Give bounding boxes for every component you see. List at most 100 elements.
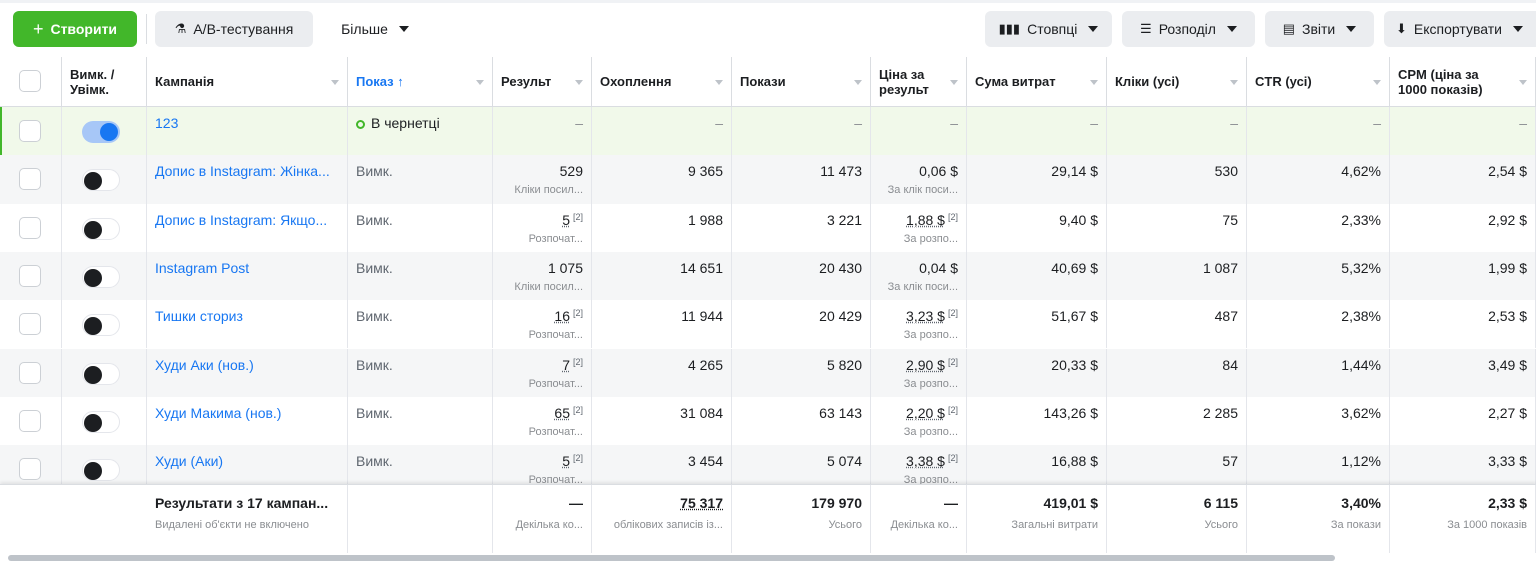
table-row: Допис в Instagram: Жінка... Вимк. 529 Кліки…	[0, 155, 1536, 204]
toggle-switch[interactable]	[82, 459, 120, 482]
table-cell: 11 473	[732, 155, 871, 204]
create-button[interactable]: + Створити	[13, 11, 137, 47]
table-cell: 3,33 $	[1390, 445, 1536, 484]
cell-text: 2,27 $	[1488, 404, 1527, 421]
table-cell: 3,38 $ [2] За розпо...	[871, 445, 967, 484]
cell-value: 2,33%	[1255, 212, 1381, 228]
cell-subtext: За розпо...	[903, 474, 958, 484]
header-cell[interactable]: Показ ↑	[348, 57, 493, 107]
cell-value: –	[1255, 115, 1381, 131]
cell-value: 2,92 $	[1398, 212, 1527, 228]
cell-text: 3,62%	[1341, 404, 1381, 421]
header-cell[interactable]: Результ	[493, 57, 592, 107]
header-label: Охоплення	[600, 74, 672, 89]
ab-test-button[interactable]: ⚗ А/В-тестування	[155, 11, 313, 47]
header-cell[interactable]: Сума витрат	[967, 57, 1107, 107]
reports-button[interactable]: ▤ Звіти	[1265, 11, 1374, 47]
cell-value: Допис в Instagram: Якщо...	[155, 212, 339, 228]
table-footer: Результати з 17 кампан... Видалені об'єкт…	[0, 484, 1536, 553]
cell-text: 14 651	[680, 259, 723, 276]
header-cell[interactable]: CPM (ціна за 1000 показів)	[1390, 57, 1536, 107]
table-cell: 1,44%	[1247, 348, 1390, 397]
footer-value: 179 970	[811, 495, 862, 511]
header-cell[interactable]: CTR (усі)	[1247, 57, 1390, 107]
row-checkbox[interactable]	[19, 168, 41, 191]
table-cell: 4 265	[592, 348, 732, 397]
table-cell: 2,20 $ [2] За розпо...	[871, 396, 967, 446]
table-cell: 31 084	[592, 396, 732, 446]
toggle-switch[interactable]	[82, 169, 120, 192]
cell-text[interactable]: Тишки сториз	[155, 308, 243, 325]
table-cell: 1 087	[1107, 251, 1247, 301]
toggle-knob	[84, 317, 102, 336]
header-cell[interactable]: Ціна за результ	[871, 57, 967, 107]
table-cell: Худи Аки (нов.)	[147, 348, 348, 397]
cell-value: 5 820	[740, 357, 862, 373]
cell-text[interactable]: Худи Макима (нов.)	[155, 404, 282, 421]
cell-value: 143,26 $	[975, 405, 1099, 421]
cell-text: 57	[1222, 453, 1238, 470]
table-cell	[0, 203, 62, 252]
cell-text: –	[575, 115, 583, 131]
cell-text[interactable]: Допис в Instagram: Жінка...	[155, 163, 330, 180]
toggle-switch[interactable]	[82, 362, 120, 385]
select-all-checkbox[interactable]	[19, 70, 41, 92]
cell-text[interactable]: 123	[155, 115, 179, 131]
cell-text: 2,54 $	[1488, 163, 1527, 180]
cell-value: 57	[1115, 453, 1238, 469]
more-button[interactable]: Більше	[328, 11, 422, 47]
header-cell[interactable]: Кліки (усі)	[1107, 57, 1247, 107]
row-checkbox[interactable]	[19, 216, 41, 239]
header-cell[interactable]: Покази	[732, 57, 871, 107]
cell-text[interactable]: Худи Аки (нов.)	[155, 356, 254, 373]
tab-strip	[0, 0, 1536, 3]
export-button[interactable]: ⬇ Експортувати	[1384, 11, 1536, 47]
cell-text: 5,32%	[1341, 259, 1381, 276]
cell-text: 3,49 $	[1488, 356, 1527, 373]
table-cell: 57	[1107, 445, 1247, 484]
cell-value: 1,99 $	[1398, 260, 1527, 276]
toggle-switch[interactable]	[82, 410, 120, 433]
breakdown-button[interactable]: ☰ Розподіл	[1122, 11, 1255, 47]
footer-subtext: Усього	[828, 519, 863, 531]
cell-text: 2,38%	[1341, 308, 1381, 325]
row-checkbox[interactable]	[19, 264, 41, 287]
cell-value: 5,32%	[1255, 260, 1381, 276]
cell-text: 1,88 $	[906, 211, 945, 228]
footer-value: 2,33 $	[1488, 495, 1527, 511]
cell-subtext: За розпо...	[903, 425, 958, 438]
row-checkbox[interactable]	[19, 120, 41, 142]
cell-text: 3,33 $	[1488, 453, 1527, 470]
toggle-switch[interactable]	[82, 314, 120, 337]
header-cell[interactable]: Кампанія	[147, 57, 348, 107]
campaign-table: Вимк. / Увімк. Кампанія Показ ↑ Результ Охоп…	[0, 57, 1536, 553]
status-dot	[356, 119, 365, 129]
cell-text[interactable]: Instagram Post	[155, 259, 250, 276]
cell-text: 9 365	[687, 163, 723, 180]
cell-value: –	[600, 115, 723, 131]
cell-value: –	[1398, 115, 1527, 131]
toggle-switch[interactable]	[82, 265, 120, 288]
row-checkbox[interactable]	[19, 458, 41, 481]
cell-text: 63 143	[819, 404, 862, 421]
columns-button[interactable]: ▮▮▮ Стовпці	[985, 11, 1112, 47]
table-row: 123 В чернетці – – – – – – – –	[0, 107, 1536, 156]
ab-test-label: А/В-тестування	[193, 21, 294, 37]
header-cell[interactable]: Охоплення	[592, 57, 732, 107]
cell-text[interactable]: Худи (Аки)	[155, 453, 224, 470]
more-label: Більше	[341, 21, 388, 37]
row-checkbox[interactable]	[19, 361, 41, 384]
cell-value: 0,06 $	[879, 163, 958, 179]
cell-value: 51,67 $	[975, 308, 1098, 324]
toggle-switch[interactable]	[82, 121, 120, 143]
cell-value: 3 454	[600, 453, 723, 469]
scrollbar[interactable]	[8, 555, 1335, 561]
row-checkbox[interactable]	[19, 313, 41, 336]
footer-cell: — Декілька ко...	[493, 485, 592, 553]
table-cell	[0, 396, 62, 446]
toggle-switch[interactable]	[82, 217, 120, 240]
cell-text[interactable]: Допис в Instagram: Якщо...	[155, 211, 328, 228]
table-cell: 29,14 $	[967, 155, 1107, 204]
row-checkbox[interactable]	[19, 409, 41, 432]
cell-value: 11 473	[740, 163, 862, 179]
